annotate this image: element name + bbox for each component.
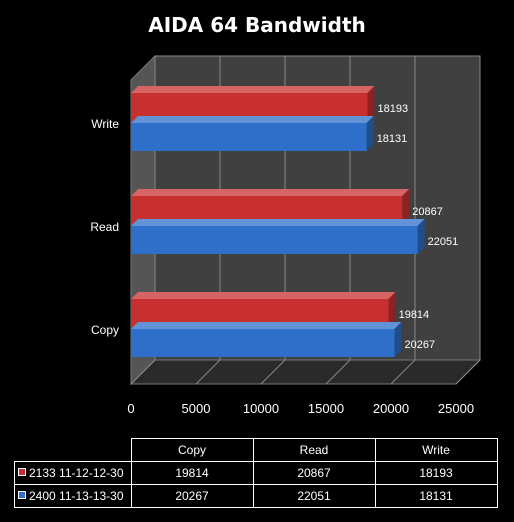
table-column-header: Copy [130,438,254,462]
y-tick-label: Copy [91,323,119,337]
floor-gridline [130,359,156,385]
legend-key [18,468,26,476]
bar-top-face [131,219,425,226]
floor-gridline [195,359,221,385]
table-cell: 22051 [252,484,376,508]
data-label: 18131 [377,133,408,145]
bar-end-face [417,219,425,254]
bar [131,123,367,151]
plot-area: 0 5000 10000 15000 20000 25000 19814 20267 Copy 2… [90,54,482,416]
table-header-row: Copy Read Write [14,438,498,462]
bar-end-face [394,322,402,357]
series-name: 2400 11-13-13-30 [29,489,124,503]
data-table: Copy Read Write 2133 11-12-12-30 19814 20867… [14,438,498,508]
bar-end-face [388,292,396,327]
bar-top-face [131,322,402,329]
bar-chart: AIDA 64 Bandwidth 0 5000 10000 15000 20000 25… [90,13,482,416]
y-tick-label: Write [91,117,119,131]
x-tick-label: 10000 [243,401,279,416]
table-corner [14,438,132,462]
bar-top-face [131,189,410,196]
bar [131,329,395,357]
table-cell: 18193 [374,461,498,485]
floor [129,359,482,385]
bar-end-face [366,116,374,151]
y-tick-label: Read [90,220,119,234]
table-column-header: Read [252,438,376,462]
chart-title: AIDA 64 Bandwidth [148,13,366,37]
x-tick-label: 20000 [373,401,409,416]
data-label: 18193 [378,103,409,115]
x-tick-label: 25000 [438,401,474,416]
table-cell: 19814 [130,461,254,485]
table-column-header: Write [374,438,498,462]
floor-gridline [325,359,351,385]
x-tick-label: 0 [127,401,134,416]
data-label: 20267 [404,339,435,351]
bar-top-face [131,116,374,123]
bar [131,226,418,254]
series-name: 2133 11-12-12-30 [29,466,124,480]
floor-gridline [455,359,481,385]
table-cell: 18131 [374,484,498,508]
floor-gridline [260,359,286,385]
bar-end-face [367,86,375,121]
x-tick-label: 15000 [308,401,344,416]
bar-top-face [131,292,396,299]
series-name-cell: 2133 11-12-12-30 [14,461,132,485]
table-cell: 20867 [252,461,376,485]
table-cell: 20267 [130,484,254,508]
bar-top-face [131,86,375,93]
data-label: 22051 [428,236,459,248]
data-label: 19814 [399,309,430,321]
floor-gridline [390,359,416,385]
series-name-cell: 2400 11-13-13-30 [14,484,132,508]
x-tick-label: 5000 [182,401,211,416]
table-row: 2133 11-12-12-30 19814 20867 18193 [14,461,498,485]
data-label: 20867 [412,206,443,218]
table-row: 2400 11-13-13-30 20267 22051 18131 [14,484,498,508]
legend-key [18,491,26,499]
bar-end-face [402,189,410,224]
